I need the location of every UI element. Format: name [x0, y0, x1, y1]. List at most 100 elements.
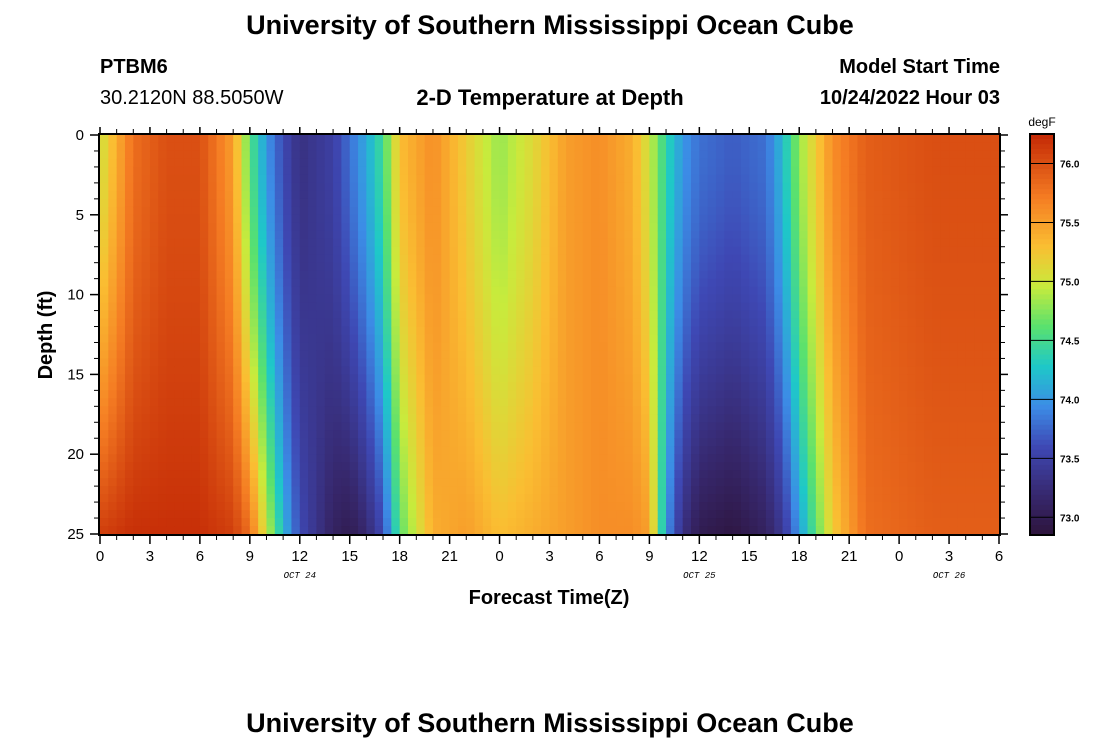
heatmap-cell [840, 334, 850, 344]
heatmap-cell [199, 454, 209, 463]
heatmap-cell [466, 454, 476, 463]
heatmap-cell [191, 494, 201, 503]
heatmap-cell [674, 318, 684, 328]
heatmap-cell [491, 254, 501, 264]
heatmap-cell [799, 470, 809, 479]
heatmap-cell [924, 406, 933, 415]
heatmap-cell [557, 422, 567, 431]
heatmap-cell [699, 206, 709, 216]
heatmap-cell [574, 302, 584, 312]
heatmap-cell [624, 526, 634, 535]
heatmap-cell [757, 358, 767, 368]
heatmap-cell [557, 230, 567, 240]
heatmap-cell [815, 478, 825, 487]
heatmap-cell [183, 382, 193, 391]
heatmap-cell [183, 262, 193, 272]
heatmap-cell [849, 326, 859, 336]
heatmap-cell [149, 166, 159, 176]
heatmap-cell [832, 390, 842, 399]
heatmap-cell [158, 214, 168, 224]
heatmap-cell [924, 302, 933, 312]
heatmap-cell [607, 294, 617, 304]
heatmap-cell [557, 182, 567, 192]
heatmap-cell [499, 478, 509, 487]
heatmap-cell [158, 414, 168, 423]
heatmap-cell [557, 270, 567, 280]
heatmap-cell [366, 494, 376, 503]
heatmap-cell [349, 414, 359, 423]
heatmap-cell [474, 318, 484, 328]
heatmap-cell [299, 438, 309, 447]
heatmap-cell [691, 318, 700, 328]
heatmap-cell [591, 478, 601, 487]
heatmap-cell [391, 182, 401, 192]
heatmap-cell [699, 406, 709, 415]
heatmap-cell [224, 390, 234, 399]
heatmap-cell [815, 158, 825, 168]
heatmap-cell [757, 246, 767, 256]
heatmap-cell [283, 462, 293, 471]
heatmap-cell [274, 135, 284, 144]
heatmap-cell [258, 390, 268, 399]
heatmap-cell [183, 398, 193, 407]
heatmap-cell [840, 214, 850, 224]
heatmap-cell [249, 502, 259, 511]
heatmap-cell [907, 390, 917, 399]
heatmap-cell [457, 446, 467, 455]
heatmap-cell [607, 398, 617, 407]
heatmap-cell [399, 190, 409, 200]
heatmap-cell [208, 406, 218, 415]
heatmap-cell [432, 430, 442, 439]
heatmap-cell [599, 494, 609, 503]
heatmap-cell [466, 438, 476, 447]
heatmap-cell [566, 278, 576, 288]
heatmap-cell [266, 398, 276, 407]
heatmap-cell [333, 166, 342, 176]
heatmap-cell [799, 230, 809, 240]
heatmap-cell [774, 310, 784, 320]
heatmap-cell [249, 526, 259, 535]
heatmap-cell [383, 390, 392, 399]
heatmap-cell [666, 454, 675, 463]
heatmap-cell [799, 166, 809, 176]
heatmap-cell [874, 350, 884, 360]
heatmap-cell [865, 150, 875, 160]
heatmap-cell [124, 486, 134, 495]
heatmap-cell [591, 326, 601, 336]
heatmap-cell [391, 135, 401, 144]
heatmap-cell [199, 430, 209, 439]
heatmap-cell [890, 174, 900, 184]
heatmap-cell [782, 246, 792, 256]
heatmap-cell [832, 270, 842, 280]
heatmap-cell [116, 150, 126, 160]
heatmap-cell [666, 350, 675, 360]
heatmap-cell [624, 182, 634, 192]
heatmap-cell [882, 286, 892, 296]
heatmap-cell [174, 294, 184, 304]
heatmap-cell [715, 142, 725, 152]
heatmap-cell [541, 478, 551, 487]
heatmap-cell [682, 230, 692, 240]
heatmap-cell [158, 310, 168, 320]
heatmap-cell [266, 406, 276, 415]
heatmap-cell [799, 190, 809, 200]
heatmap-cell [432, 342, 442, 352]
heatmap-cell [474, 446, 484, 455]
heatmap-cell [582, 510, 592, 519]
heatmap-cell [674, 135, 684, 144]
heatmap-cell [591, 278, 601, 288]
heatmap-cell [199, 238, 209, 248]
heatmap-cell [308, 494, 318, 503]
heatmap-cell [366, 358, 376, 368]
heatmap-cell [549, 166, 559, 176]
heatmap-cell [174, 262, 184, 272]
heatmap-cell [274, 166, 284, 176]
heatmap-cell [166, 206, 176, 216]
heatmap-cell [674, 470, 684, 479]
heatmap-cell [333, 526, 342, 535]
heatmap-cell [707, 526, 717, 535]
heatmap-cell [399, 318, 409, 328]
heatmap-cell [358, 454, 367, 463]
heatmap-cell [482, 158, 492, 168]
heatmap-cell [241, 350, 251, 360]
